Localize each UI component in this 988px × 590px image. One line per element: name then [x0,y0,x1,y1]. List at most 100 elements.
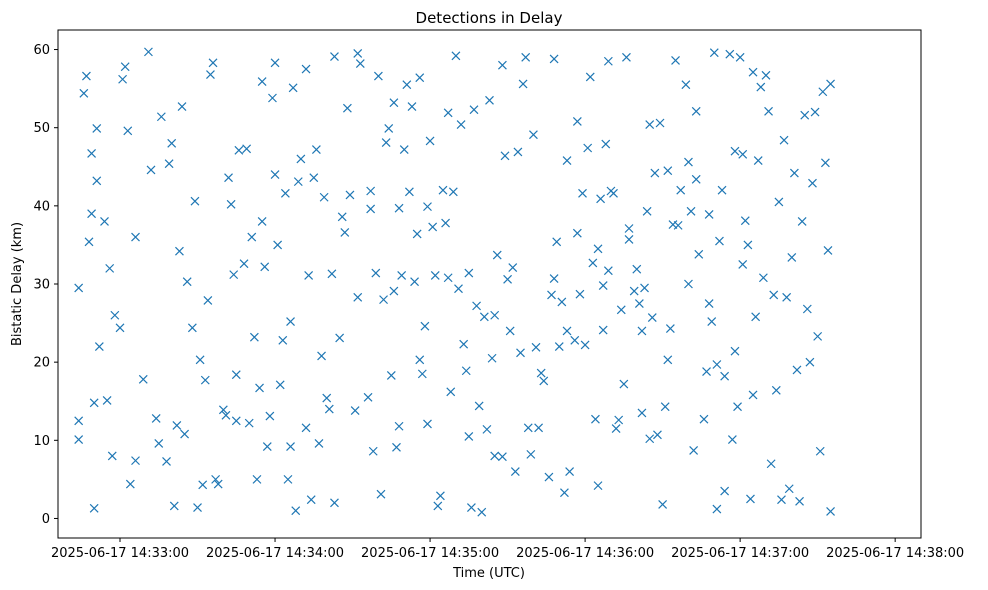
data-point [87,149,97,158]
data-point [733,402,742,412]
data-point [603,266,613,276]
data-point [115,323,125,333]
data-point [562,326,572,336]
data-point [425,136,435,146]
data-point [366,204,376,214]
data-point [286,317,295,326]
data-point [381,138,391,147]
data-point [441,218,450,228]
data-point [464,268,474,278]
data-point [565,467,575,476]
data-point [572,228,582,238]
data-point [193,503,202,512]
data-point [650,168,660,178]
data-point [691,106,701,116]
data-point [756,82,766,92]
data-point [105,263,115,273]
data-point [330,498,339,508]
data-point [175,246,184,256]
data-point [226,199,236,209]
data-point [433,501,443,511]
data-point [74,283,84,293]
data-point [603,56,613,66]
data-point [435,491,445,501]
x-axis-label: Time (UTC) [452,566,525,581]
data-point [802,304,812,314]
data-point [531,342,541,352]
data-point [717,185,727,195]
data-point [146,165,156,175]
data-point [164,159,174,169]
data-point [660,402,670,412]
data-point [523,423,533,433]
data-point [443,108,453,118]
data-point [262,442,272,451]
data-point [317,351,326,361]
data-point [663,355,673,365]
data-point [330,52,339,61]
data-point [252,474,262,484]
data-point [676,185,686,195]
data-point [684,157,693,167]
data-point [740,216,750,226]
data-point [490,451,500,461]
data-point [505,326,515,336]
data-point [200,375,210,385]
data-point [797,217,807,226]
data-point [529,130,538,140]
data-point [239,259,249,269]
x-tick-label: 2025-06-17 14:33:00 [51,546,189,561]
data-point [787,253,797,262]
data-point [536,368,546,378]
data-point [327,269,337,279]
data-point [81,71,91,81]
data-point [616,305,626,315]
data-point [699,414,709,424]
data-point [681,80,691,90]
data-point [624,224,634,233]
data-point [578,188,587,198]
data-point [671,56,680,65]
data-point [301,64,311,74]
x-tick-label: 2025-06-17 14:38:00 [826,546,964,561]
data-point [92,124,102,133]
data-point [384,124,394,133]
data-point [461,366,471,376]
data-point [637,408,647,418]
data-point [389,286,399,296]
data-point [808,178,817,188]
data-point [758,273,768,283]
data-point [280,188,290,198]
data-point [397,270,407,280]
data-point [89,503,99,513]
data-point [345,190,355,200]
data-point [777,495,786,505]
data-point [624,235,634,244]
data-point [779,135,789,145]
data-point [614,415,624,425]
data-point [645,120,655,129]
data-point [753,156,763,165]
data-point [516,348,525,358]
data-point [575,289,585,299]
data-point [335,333,345,343]
data-point [340,227,350,237]
data-point [588,258,598,268]
data-point [324,404,334,414]
data-point [549,54,559,64]
data-point [257,217,267,226]
data-point [570,335,580,345]
data-point [451,51,461,61]
data-point [84,237,94,247]
data-point [293,177,303,187]
data-point [591,414,600,424]
data-point [304,270,314,280]
data-point [270,58,280,68]
data-point [208,58,218,68]
data-point [601,139,611,149]
data-point [366,186,376,196]
data-point [260,262,270,272]
y-tick-label: 60 [33,43,50,58]
data-point [89,398,99,408]
data-point [658,499,668,509]
